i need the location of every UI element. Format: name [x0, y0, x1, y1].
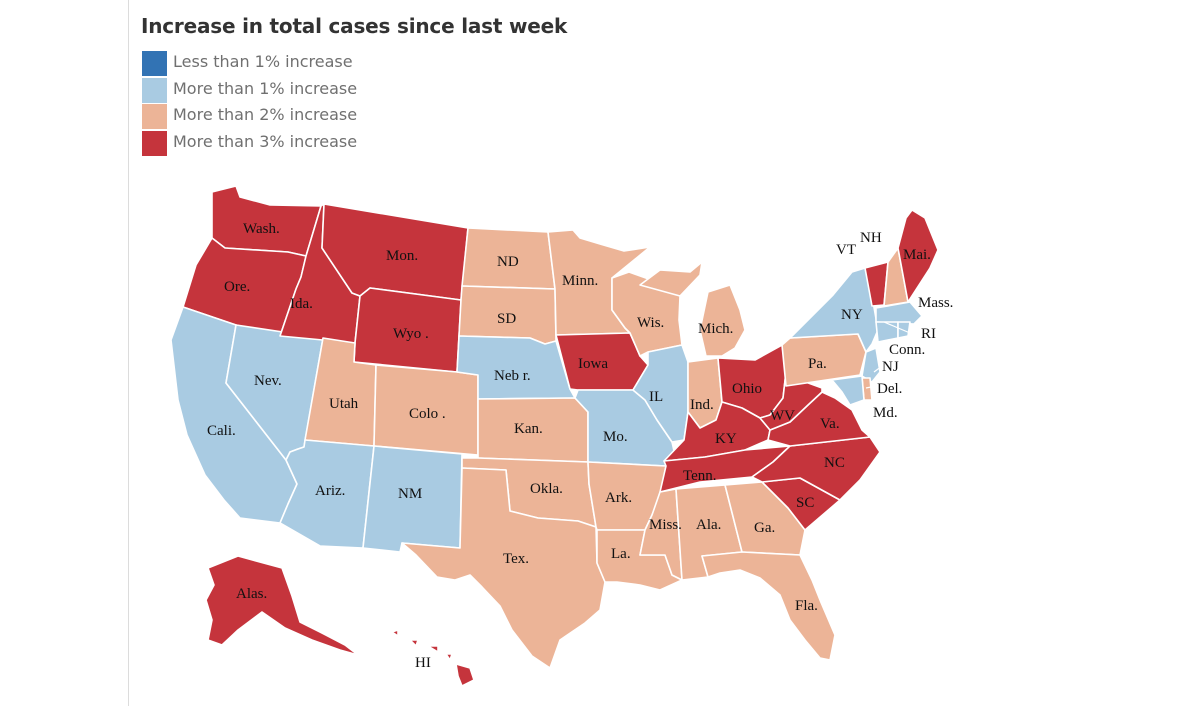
state-label-nj: NJ	[882, 359, 899, 375]
state-tx[interactable]	[401, 467, 606, 669]
state-label-ca: Cali.	[207, 423, 236, 439]
state-me[interactable]	[897, 209, 939, 303]
legend-label-lt1: Less than 1% increase	[173, 52, 353, 71]
state-label-ar: Ark.	[605, 490, 632, 506]
state-label-wi: Wis.	[637, 315, 664, 331]
state-label-tx: Tex.	[503, 551, 529, 567]
state-label-vt: VT	[836, 242, 856, 258]
state-label-la: La.	[611, 546, 631, 562]
state-label-sd: SD	[497, 311, 516, 327]
state-label-nh: NH	[860, 230, 882, 246]
legend-label-gt1: More than 1% increase	[173, 78, 358, 98]
state-label-mi: Mich.	[698, 321, 733, 337]
state-label-az: Ariz.	[315, 483, 345, 499]
state-label-hi: HI	[415, 655, 431, 671]
state-mi[interactable]	[639, 261, 746, 357]
state-label-pa: Pa.	[808, 356, 827, 372]
state-label-ny: NY	[841, 307, 863, 323]
legend-label-gt3: More than 3% increase	[173, 131, 358, 151]
state-label-co: Colo .	[409, 406, 446, 422]
state-label-or: Ore.	[224, 279, 250, 295]
state-label-ky: KY	[715, 431, 737, 447]
state-fl[interactable]	[701, 551, 836, 661]
state-label-sc: SC	[796, 495, 814, 511]
state-label-ma: Mass.	[918, 295, 953, 311]
state-label-tn: Tenn.	[683, 468, 717, 484]
legend-swatch-gt3	[142, 130, 167, 156]
state-label-nd: ND	[497, 254, 519, 270]
divider	[128, 0, 129, 706]
callout-line-md	[857, 401, 871, 409]
state-nc[interactable]	[751, 436, 881, 501]
state-label-mn: Minn.	[562, 273, 598, 289]
state-label-ak: Alas.	[236, 586, 267, 602]
state-label-nv: Nev.	[254, 373, 282, 389]
state-label-ut: Utah	[329, 396, 359, 412]
state-ne[interactable]	[456, 335, 576, 400]
legend-swatch-gt2	[142, 104, 167, 129]
state-ct[interactable]	[875, 321, 899, 343]
state-label-wa: Wash.	[243, 221, 280, 237]
state-label-va: Va.	[820, 416, 840, 432]
state-label-il: IL	[649, 389, 663, 405]
legend-label-gt2: More than 2% increase	[173, 105, 358, 124]
callout-line-ct	[879, 343, 889, 351]
state-md[interactable]	[831, 375, 865, 406]
state-label-ga: Ga.	[754, 520, 775, 536]
legend-swatch-gt1	[142, 77, 167, 103]
state-label-fl: Fla.	[795, 598, 818, 614]
state-label-wy: Wyo .	[393, 326, 429, 342]
state-label-mo: Mo.	[603, 429, 628, 445]
callout-line-nj	[873, 365, 883, 373]
state-label-ri: RI	[921, 326, 936, 342]
state-nj[interactable]	[861, 347, 881, 383]
state-label-id: Ida.	[290, 296, 313, 312]
state-label-oh: Ohio	[732, 381, 762, 397]
map-title: Increase in total cases since last week	[141, 14, 568, 38]
state-label-ok: Okla.	[530, 481, 563, 497]
state-ma[interactable]	[875, 301, 923, 325]
state-label-in: Ind.	[690, 397, 714, 413]
state-label-ks: Kan.	[514, 421, 543, 437]
state-hi[interactable]	[391, 629, 475, 687]
state-label-ct: Conn.	[889, 342, 925, 358]
callout-line-ri	[883, 321, 911, 334]
state-label-nm: NM	[398, 486, 422, 502]
state-label-al: Ala.	[696, 517, 721, 533]
state-il[interactable]	[632, 344, 689, 443]
legend-swatch-lt1	[142, 51, 167, 76]
state-label-de: Del.	[877, 381, 902, 397]
state-label-me: Mai.	[903, 247, 931, 263]
state-ak[interactable]	[205, 555, 359, 656]
state-label-md: Md.	[873, 405, 898, 421]
state-label-ia: Iowa	[578, 356, 608, 372]
state-label-ms: Miss.	[649, 517, 682, 533]
state-label-wv: WV	[770, 408, 795, 424]
state-label-nc: NC	[824, 455, 845, 471]
callout-line-de	[865, 385, 877, 389]
state-label-ne: Neb r.	[494, 368, 531, 384]
state-label-mt: Mon.	[386, 248, 418, 264]
